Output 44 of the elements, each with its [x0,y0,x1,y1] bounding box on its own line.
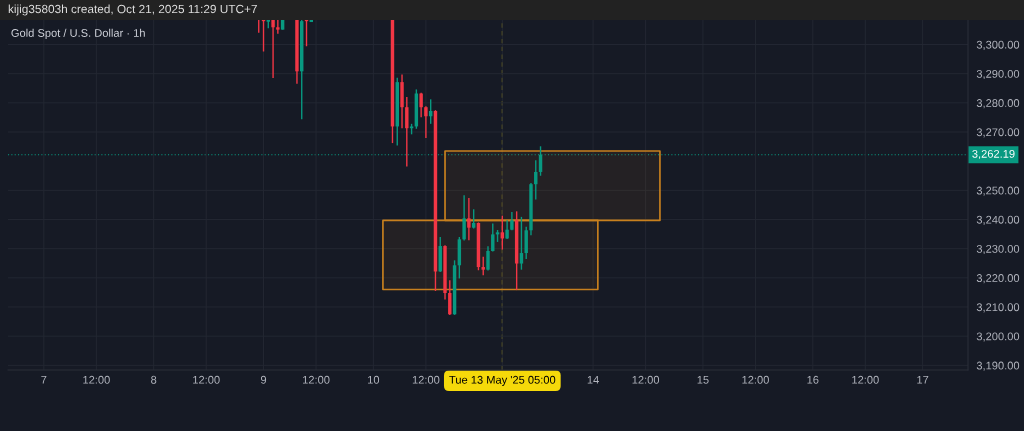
candlestick [471,208,476,230]
x-tick-label: 17 [917,375,929,384]
candlestick [467,197,471,241]
x-tick-label: 10 [368,375,380,384]
candlestick [405,96,409,168]
x-tick-label: 15 [697,375,709,384]
x-tick-label: 12:00 [742,375,769,384]
x-tick-label: Tue 13 May '25 05:00 [449,375,556,386]
text: Gold Spot / U.S. Dollar · 1h [11,28,145,40]
candlestick [505,219,509,240]
x-tick-label: 12:00 [193,375,220,384]
candlestick [276,20,280,35]
candlestick [486,245,490,272]
candlestick [519,216,524,271]
y-tick-label: 3,270.00 [976,128,1020,138]
x-tick-label: 12:00 [412,375,440,384]
x-tick-label: 12:00 [83,375,110,384]
candlestick [524,226,528,260]
y-tick-label: 3,280.00 [976,99,1020,109]
y-tick-label: 3,210.00 [976,303,1020,313]
y-tick-label: 3,300.00 [976,40,1020,50]
x-tick-label: 16 [807,375,819,384]
candlestick [419,91,423,118]
candlestick [481,256,485,276]
candlestick [271,20,275,79]
x-tick-label: 8 [151,375,157,384]
x-tick-label: 12:00 [852,375,879,384]
x-tick-label: 9 [260,375,267,384]
x-tick-label: 12:00 [632,375,660,384]
y-tick-label: 3,250.00 [976,186,1020,196]
candlestick [448,279,452,316]
x-tick-label: 12:00 [303,375,330,384]
y-tick-label: 3,220.00 [976,274,1020,284]
candlestick [462,194,466,242]
x-tick-label: 7 [41,375,47,384]
y-tick-label: 3,190.00 [976,361,1020,371]
y-tick-label: 3,240.00 [976,215,1020,225]
y-tick-label: 3,200.00 [976,332,1020,342]
y-tick-label: 3,230.00 [976,244,1020,255]
ref-line-label: 3,262.19 [972,149,1015,160]
y-tick-label: 3,290.00 [976,69,1020,80]
x-tick-label: 14 [587,375,599,384]
candlestick [424,105,428,139]
text: kijig35803h created, Oct 21, 2025 11:29 UTC+7 [8,4,257,16]
